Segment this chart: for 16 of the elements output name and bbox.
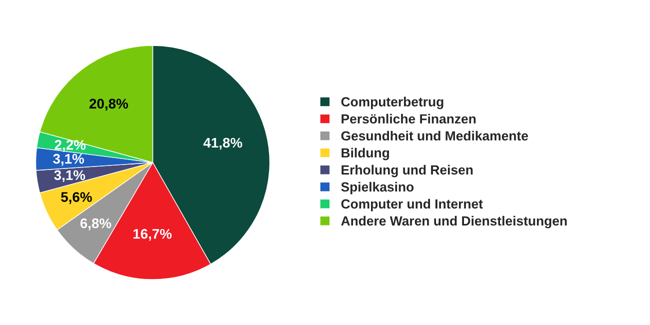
legend-label: Gesundheit und Medikamente	[341, 130, 528, 141]
legend-label: Spielkasino	[341, 182, 414, 194]
data-label: 20,8%	[89, 98, 128, 111]
data-label: 2,2%	[54, 140, 86, 152]
data-label: 16,7%	[133, 228, 172, 241]
data-label: 5,6%	[61, 192, 92, 204]
legend-label: Erholung und Reisen	[342, 164, 473, 178]
legend-label: Computerbetrug	[341, 96, 444, 110]
legend-label: Persönliche Finanzen	[342, 114, 476, 124]
data-label: 3,1%	[54, 170, 86, 182]
legend-label: Computer und Internet	[341, 198, 483, 212]
data-label: 3,1%	[53, 154, 84, 166]
data-label: 6,8%	[80, 218, 112, 230]
legend-label: Andere Waren und Dienstleistungen	[341, 216, 567, 228]
legend-label: Bildung	[342, 148, 389, 160]
data-label: 41,8%	[203, 138, 242, 150]
